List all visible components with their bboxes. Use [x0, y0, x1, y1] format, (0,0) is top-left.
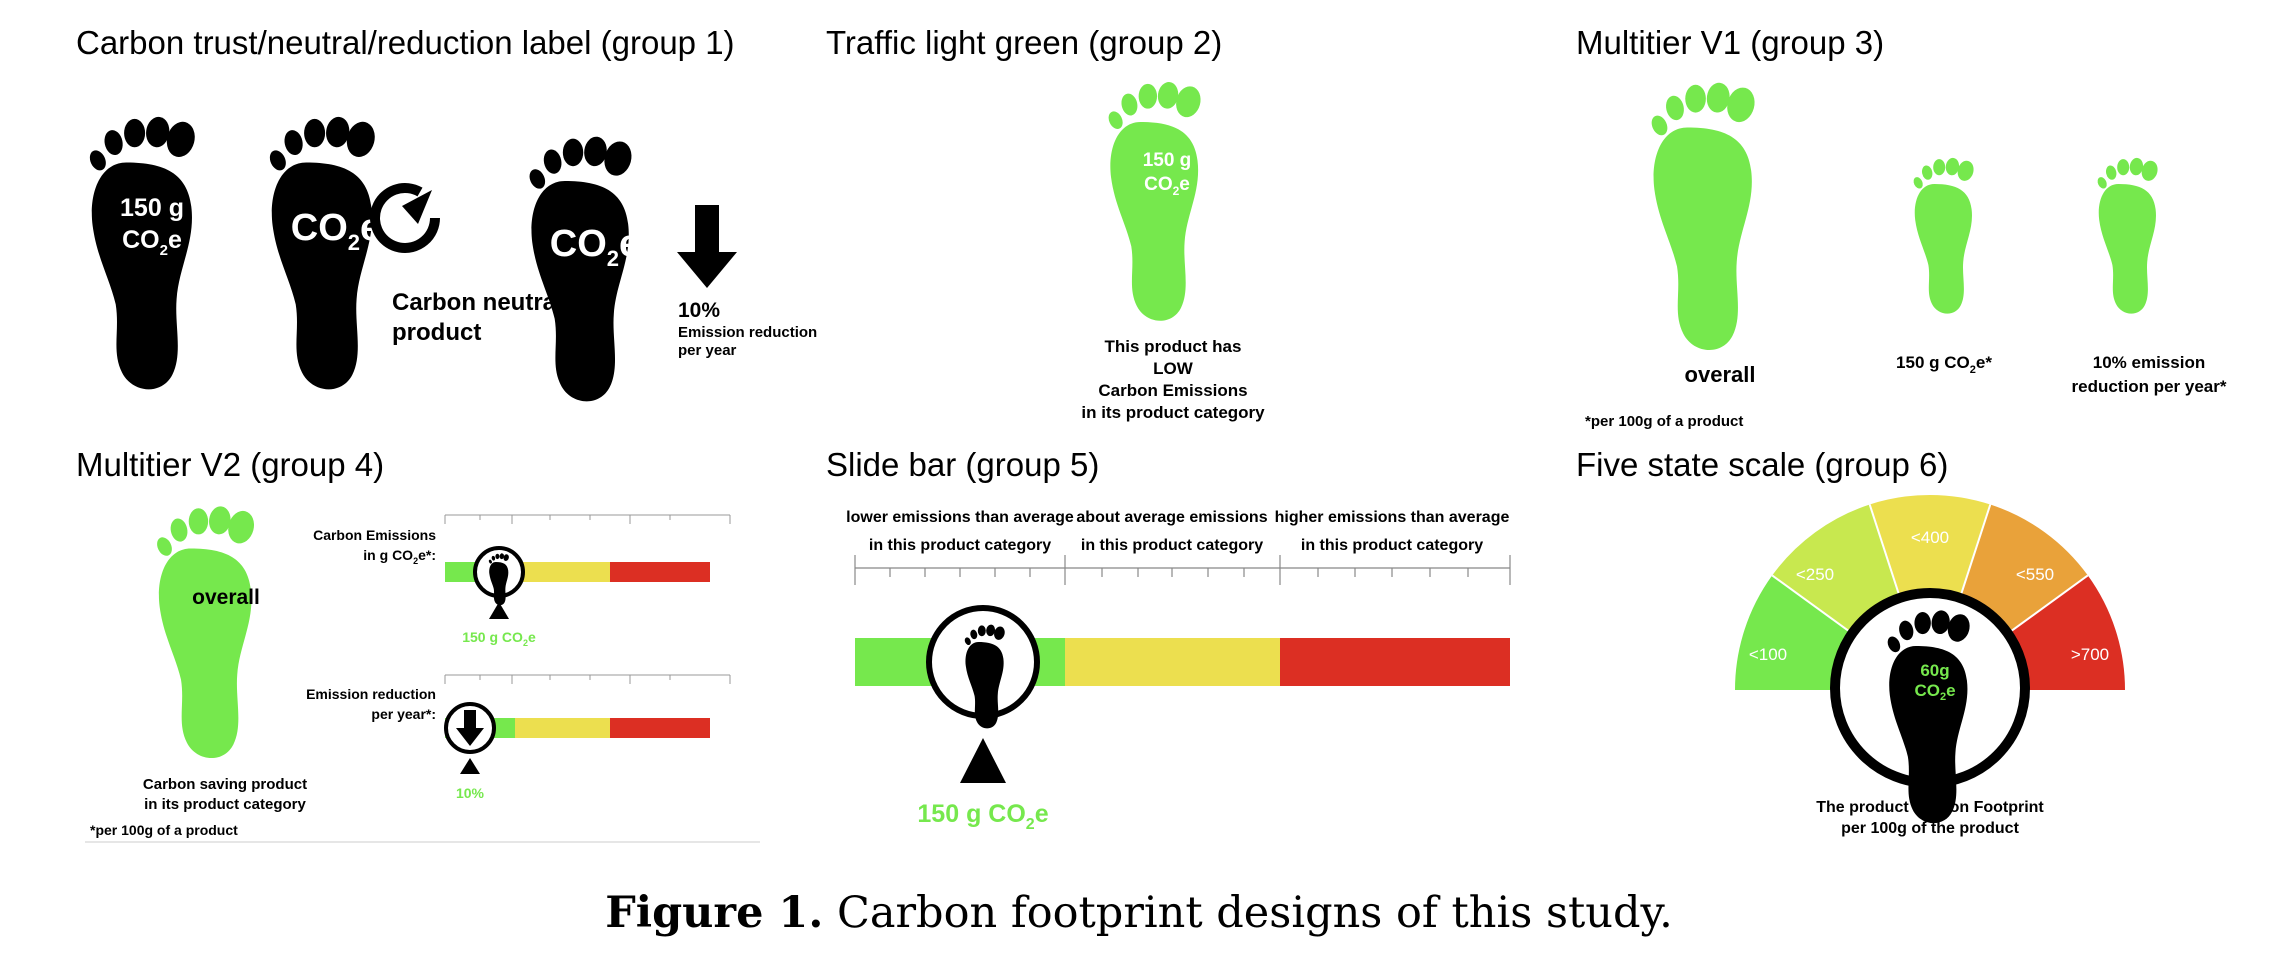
g4-reduction-line2: per year*: [371, 706, 436, 722]
g5-value: 150 g CO2e [917, 800, 1048, 833]
panel-title-group-4: Multitier V2 (group 4) [76, 446, 385, 483]
gauge-label-4: <550 [2016, 565, 2054, 584]
footprint-icon [1911, 157, 1976, 314]
tick-marks [854, 555, 1511, 585]
footprint-icon [1648, 81, 1759, 351]
gauge-label-1: <100 [1749, 645, 1787, 664]
gauge-label-5: >700 [2071, 645, 2109, 664]
panel-title-group-3: Multitier V1 (group 3) [1576, 24, 1885, 61]
tick-marks [444, 675, 731, 684]
fp1-line1: 150 g [120, 194, 184, 222]
reduction-line1: Emission reduction [678, 324, 817, 341]
group-6-figure: <100 <250 <400 <550 >700 60g CO2e The pr… [1735, 494, 2125, 837]
gauge-segment-1 [1735, 575, 1854, 690]
gauge-label-2: <250 [1796, 565, 1834, 584]
bar-red [610, 562, 710, 582]
center-co2e: CO2e [1914, 681, 1955, 703]
g6-text-line2: per 100g of the product [1841, 820, 2019, 837]
g4-reduction-line1: Emission reduction [306, 686, 436, 702]
fp3-co2e: CO2e [550, 223, 640, 271]
tick-marks [444, 515, 731, 524]
panel-title-group-1: Carbon trust/neutral/reduction label (gr… [76, 24, 735, 61]
g4-reduction-value: 10% [456, 785, 485, 801]
footprint-icon [1105, 80, 1204, 321]
caption-label: Figure 1. [605, 888, 824, 938]
zone3-line2: in this product category [1301, 537, 1483, 554]
zone2-line2: in this product category [1081, 537, 1263, 554]
gauge-dividers [1771, 504, 2089, 636]
group-3-figure: overall 150 g CO2e* 10% emission reducti… [1585, 81, 2227, 430]
down-arrow-icon [456, 710, 484, 746]
g4-emissions-value: 150 g CO2e [462, 629, 536, 648]
footprint-icon [2095, 157, 2160, 314]
panel-title-group-2: Traffic light green (group 2) [826, 24, 1223, 61]
reduction-pct: 10% [678, 299, 720, 322]
panel-title-group-6: Five state scale (group 6) [1576, 446, 1949, 483]
fp1-co2e: CO2e [122, 226, 182, 259]
g3-overall: overall [1685, 362, 1756, 387]
reduction-line2: per year [678, 342, 737, 359]
indicator-arrow [960, 738, 1006, 783]
g4-overall: overall [192, 586, 260, 609]
g4-saving-line2: in its product category [144, 796, 306, 813]
g4-emissions-line1: Carbon Emissions [313, 527, 436, 543]
group-1-figure: 150 g CO2e CO2e Carbon neutral product C… [86, 115, 817, 402]
bar-yellow [1065, 638, 1280, 686]
panel-title-group-5: Slide bar (group 5) [826, 446, 1100, 483]
gauge-segment-3 [1869, 494, 1991, 600]
zone1-line1: lower emissions than average [846, 509, 1074, 526]
indicator-arrow [489, 602, 509, 619]
neutral-line2: product [392, 319, 481, 346]
g6-text-line1: The product Carbon Footprint [1816, 799, 2044, 816]
zone3-line1: higher emissions than average [1275, 509, 1510, 526]
caption-text: Carbon footprint designs of this study. [823, 888, 1673, 938]
g3-footnote: *per 100g of a product [1585, 413, 1743, 430]
footprint-icon [154, 504, 258, 759]
indicator-arrow [460, 758, 480, 774]
g3-right-line1: 10% emission [2093, 353, 2205, 372]
bar-yellow [515, 562, 610, 582]
bar-red [1280, 638, 1510, 686]
zone1-line2: in this product category [869, 537, 1051, 554]
gauge-segment-4 [1959, 504, 2088, 635]
g4-saving-line1: Carbon saving product [143, 776, 307, 793]
circular-arrow-icon [370, 183, 440, 253]
gauge-label-3: <400 [1911, 528, 1949, 547]
group-5-figure: lower emissions than average in this pro… [846, 509, 1511, 833]
fp2-co2e: CO2e [291, 207, 381, 255]
bar-red [610, 718, 710, 738]
figure-caption: Figure 1. Carbon footprint designs of th… [0, 888, 2278, 938]
g4-emissions-line2: in g CO2e*: [363, 547, 436, 566]
fp-line1: 150 g [1143, 150, 1192, 171]
g3-mid-label: 150 g CO2e* [1896, 353, 1992, 376]
g4-footnote: *per 100g of a product [90, 822, 238, 838]
down-arrow-icon [677, 205, 737, 288]
footprint-icon [266, 115, 379, 390]
fp-co2e: CO2e [1144, 174, 1190, 198]
g2-text-line4: in its product category [1081, 403, 1265, 422]
gauge-segment-5 [2006, 575, 2125, 690]
group-4-figure: overall Carbon saving product in its pro… [85, 504, 760, 843]
center-line1: 60g [1920, 661, 1949, 680]
g2-text-line3: Carbon Emissions [1098, 381, 1247, 400]
group-2-figure: 150 g CO2e This product has LOW Carbon E… [1081, 80, 1265, 422]
g2-text-line2: LOW [1153, 359, 1194, 378]
g3-right-line2: reduction per year* [2072, 377, 2227, 396]
neutral-line1: Carbon neutral [392, 289, 563, 316]
g2-text-line1: This product has [1105, 337, 1242, 356]
zone2-line1: about average emissions [1076, 509, 1267, 526]
gauge-segment-2 [1772, 504, 1901, 635]
bar-yellow [515, 718, 610, 738]
